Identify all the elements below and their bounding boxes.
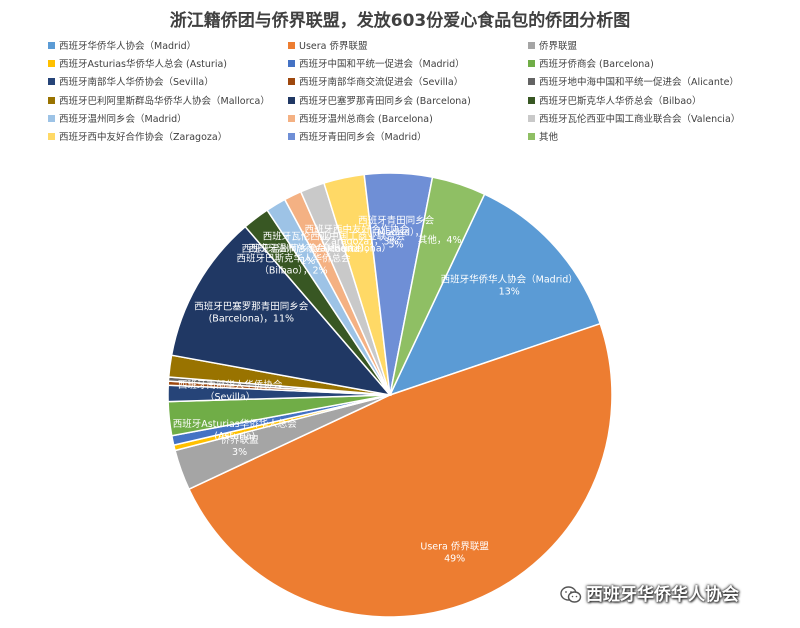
- pie-slice: [389, 176, 486, 396]
- legend-item: 西班牙巴塞罗那青田同乡会 (Barcelona): [288, 96, 471, 108]
- slice-label: 侨界联盟 3%: [221, 434, 260, 458]
- legend-swatch: [288, 96, 295, 104]
- legend-swatch: [288, 78, 295, 86]
- legend-swatch: [288, 42, 295, 49]
- legend-item: 西班牙巴利阿里斯群岛华侨华人协会（Mallorca）: [48, 96, 270, 108]
- legend-swatch: [48, 114, 55, 122]
- legend-label: 西班牙地中海中国和平统一促进会（Alicante）: [539, 77, 739, 89]
- slice-label: 其他，4%: [418, 234, 462, 246]
- legend-item: 西班牙侨商会 (Barcelona): [528, 59, 654, 71]
- legend-label: 西班牙西中友好合作协会（Zaragoza）: [59, 132, 228, 143]
- slice-label: 西班牙Asturias华侨华人总会(Asturia): [173, 418, 298, 442]
- legend-item: 西班牙中国和平统一促进会（Madrid）: [288, 59, 465, 71]
- legend-swatch: [48, 78, 55, 86]
- legend-label: 西班牙南部华人华侨协会（Sevilla）: [59, 77, 214, 89]
- watermark: 西班牙华侨华人协会: [560, 580, 739, 605]
- legend-item: 侨界联盟: [528, 41, 577, 53]
- legend-item: 西班牙温州同乡会（Madrid）: [48, 114, 187, 126]
- legend-label: 西班牙温州同乡会（Madrid）: [59, 113, 187, 125]
- legend-label: 西班牙巴斯克华人华侨总会（Bilbao）: [539, 95, 702, 107]
- legend-label: 西班牙侨商会 (Barcelona): [539, 59, 654, 71]
- legend-label: 侨界联盟: [539, 41, 578, 52]
- legend-swatch: [528, 42, 535, 49]
- legend-label: 西班牙温州总商会 (Barcelona): [299, 113, 433, 125]
- pie-slice: [170, 225, 392, 397]
- legend-label: Usera 侨界联盟: [299, 41, 368, 52]
- slice-label: 西班牙南部华人华侨协会（Sevilla）: [178, 379, 283, 403]
- pie-slice: [187, 322, 613, 618]
- slice-label: 西班牙温州总商会（Barcelona）: [249, 242, 391, 254]
- legend-item: 西班牙Asturias华侨华人总会 (Asturia): [48, 59, 227, 71]
- slice-label: 西班牙瓦伦西亚中国工商业联合会（Valencia）: [263, 230, 406, 254]
- legend-swatch: [48, 42, 55, 49]
- slice-label: 西班牙青田同乡会（Madrid）， 5%: [358, 214, 435, 250]
- legend-swatch: [288, 114, 295, 122]
- slice-label: 西班牙西中友好合作协会（Zaragoza），3%: [305, 224, 410, 248]
- legend-swatch: [528, 114, 535, 122]
- legend-label: 西班牙华侨华人协会（Madrid）: [59, 41, 197, 52]
- legend-item: 西班牙华侨华人协会（Madrid）: [48, 41, 196, 53]
- legend-item: 西班牙瓦伦西亚中国工商业联合会（Valencia）: [528, 114, 740, 126]
- legend-label: 西班牙巴塞罗那青田同乡会 (Barcelona): [299, 95, 471, 107]
- legend-item: 西班牙南部华人华侨协会（Sevilla）: [48, 77, 214, 89]
- legend-swatch: [528, 133, 535, 140]
- pie-slice: [388, 193, 602, 397]
- legend-item: 其他: [528, 132, 558, 144]
- legend-label: 西班牙Asturias华侨华人总会 (Asturia): [59, 59, 228, 71]
- legend-swatch: [48, 60, 55, 68]
- legend-swatch: [528, 96, 535, 104]
- slice-label: 西班牙华侨华人协会（Madrid） 13%: [441, 274, 578, 298]
- legend-item: 西班牙巴斯克华人华侨总会（Bilbao）: [528, 96, 701, 108]
- watermark-text: 西班牙华侨华人协会: [586, 585, 739, 605]
- slice-label: 西班牙巴斯克华人华侨总会（Bilbao），2%: [236, 253, 351, 277]
- legend-label: 西班牙青田同乡会（Madrid）: [299, 132, 427, 143]
- legend-swatch: [288, 60, 295, 68]
- slice-label: 西班牙巴塞罗那青田同乡会(Barcelona)，11%: [194, 301, 309, 325]
- wechat-icon: [560, 586, 582, 603]
- legend-item: 西班牙地中海中国和平统一促进会（Alicante）: [528, 77, 739, 89]
- legend-swatch: [48, 96, 55, 104]
- legend-item: 西班牙南部华商交流促进会（Sevilla）: [288, 77, 463, 89]
- legend-item: 西班牙温州总商会 (Barcelona): [288, 114, 433, 126]
- legend-label: 西班牙南部华商交流促进会（Sevilla）: [299, 77, 464, 89]
- legend-label: 其他: [539, 132, 559, 143]
- legend-item: 西班牙西中友好合作协会（Zaragoza）: [48, 132, 227, 144]
- legend-swatch: [48, 133, 55, 140]
- legend-label: 西班牙中国和平统一促进会（Madrid）: [299, 59, 465, 71]
- slice-label: 西班牙温州同乡会（Madrid）， 1%: [242, 243, 374, 267]
- legend-swatch: [528, 60, 535, 68]
- legend-label: 西班牙瓦伦西亚中国工商业联合会（Valencia）: [539, 113, 741, 125]
- chart-title: 浙江籍侨团与侨界联盟，发放603份爱心食品包的侨团分析图: [169, 11, 631, 31]
- legend-swatch: [528, 78, 535, 86]
- legend-swatch: [288, 133, 295, 140]
- legend-label: 西班牙巴利阿里斯群岛华侨华人协会（Mallorca）: [59, 95, 270, 107]
- legend-item: 西班牙青田同乡会（Madrid）: [288, 132, 427, 144]
- legend-item: Usera 侨界联盟: [288, 41, 368, 53]
- slice-label: Usera 侨界联盟 49%: [420, 541, 489, 565]
